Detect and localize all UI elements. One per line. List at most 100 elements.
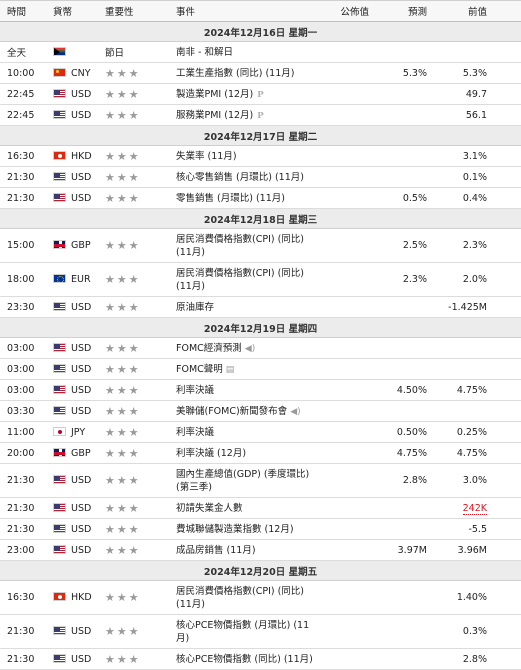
event-name-link[interactable]: 失業率 (11月) — [176, 150, 237, 162]
event-row[interactable]: 16:30 HKD ★★★ 居民消費價格指數(CPI) (同比) (11月) 1.40% — [0, 580, 521, 615]
event-row[interactable]: 23:30 USD ★★★ 原油庫存 -1.425M — [0, 296, 521, 318]
event-name-cell[interactable]: 原油庫存 — [176, 296, 319, 318]
event-row[interactable]: 21:30 USD ★★★ 核心PCE物價指數 (月環比) (11月) 0.3% — [0, 614, 521, 649]
star-icon: ★ — [116, 425, 128, 439]
event-name-cell[interactable]: 零售銷售 (月環比) (11月) — [176, 187, 319, 209]
event-row[interactable]: 22:45 USD ★★★ 製造業PMI (12月) P 49.7 — [0, 83, 521, 105]
star-icon: ★ — [128, 239, 140, 252]
sound-icon[interactable]: ◀) — [290, 406, 301, 417]
column-header-actual[interactable]: 公佈值 — [319, 0, 372, 22]
importance-stars: ★★★ — [105, 447, 141, 460]
event-name-link[interactable]: 製造業PMI (12月) — [176, 88, 254, 100]
event-name-link[interactable]: 利率決議 — [176, 384, 215, 396]
event-row[interactable]: 22:45 USD ★★★ 服務業PMI (12月) P 56.1 — [0, 104, 521, 126]
column-header-event[interactable]: 事件 — [176, 0, 319, 22]
event-time: 22:45 — [0, 104, 53, 126]
sound-icon[interactable]: ◀) — [244, 343, 256, 354]
document-icon[interactable]: ▤ — [225, 364, 235, 375]
event-previous: 4.75% — [441, 379, 521, 401]
star-icon: ★ — [105, 341, 116, 355]
event-name-link[interactable]: 服務業PMI (12月) — [176, 109, 254, 121]
column-header-previous[interactable]: 前值 — [441, 0, 521, 22]
event-row[interactable]: 03:00 USD ★★★ FOMC聲明 ▤ — [0, 358, 521, 380]
event-row[interactable]: 03:00 USD ★★★ 利率決議 4.50% 4.75% — [0, 379, 521, 401]
event-name-cell[interactable]: 居民消費價格指數(CPI) (同比) (11月) — [176, 580, 319, 615]
event-name-link[interactable]: 居民消費價格指數(CPI) (同比) (11月) — [176, 585, 305, 610]
event-name-cell[interactable]: 成品房銷售 (11月) — [176, 539, 319, 561]
event-row[interactable]: 15:00 GBP ★★★ 居民消費價格指數(CPI) (同比) (11月) 2.5% 2… — [0, 228, 521, 263]
event-name-link[interactable]: 零售銷售 (月環比) (11月) — [176, 192, 285, 204]
event-name-cell[interactable]: 服務業PMI (12月) P — [176, 104, 319, 126]
event-name-link[interactable]: 利率決議 — [176, 426, 215, 438]
event-name-link[interactable]: 原油庫存 — [176, 301, 215, 313]
event-name-link[interactable]: 核心PCE物價指數 (月環比) (11月) — [176, 619, 310, 644]
event-row[interactable]: 21:30 USD ★★★ 國內生產總值(GDP) (季度環比) (第三季) 2.8% 3… — [0, 463, 521, 498]
event-name-link[interactable]: FOMC聲明 — [176, 363, 223, 375]
event-name-link[interactable]: 居民消費價格指數(CPI) (同比) (11月) — [176, 267, 305, 292]
event-name-link[interactable]: 居民消費價格指數(CPI) (同比) (11月) — [176, 233, 305, 258]
event-name-cell[interactable]: 南非 - 和解日 — [176, 41, 319, 63]
event-name-cell[interactable]: 居民消費價格指數(CPI) (同比) (11月) — [176, 228, 319, 263]
event-row[interactable]: 20:00 GBP ★★★ 利率決議 (12月) 4.75% 4.75% — [0, 442, 521, 464]
event-row[interactable]: 21:30 USD ★★★ 核心零售銷售 (月環比) (11月) 0.1% — [0, 166, 521, 188]
event-name-cell[interactable]: 居民消費價格指數(CPI) (同比) (11月) — [176, 262, 319, 297]
event-name-cell[interactable]: 利率決議 — [176, 379, 319, 401]
previous-value: 56.1 — [465, 109, 487, 121]
event-name-cell[interactable]: 利率決議 — [176, 421, 319, 443]
event-previous: 4.75% — [441, 442, 521, 464]
event-row[interactable]: 21:30 USD ★★★ 零售銷售 (月環比) (11月) 0.5% 0.4% — [0, 187, 521, 209]
event-name-link[interactable]: 初請失業金人數 — [176, 502, 243, 514]
currency-code: USD — [71, 109, 92, 121]
event-actual — [319, 648, 372, 670]
event-name-link[interactable]: 成品房銷售 (11月) — [176, 544, 256, 556]
event-name-cell[interactable]: 美聯儲(FOMC)新聞發布會 ◀) — [176, 400, 319, 422]
event-name-cell[interactable]: 工業生產指數 (同比) (11月) — [176, 62, 319, 84]
event-row[interactable]: 23:00 USD ★★★ 成品房銷售 (11月) 3.97M 3.96M — [0, 539, 521, 561]
event-row[interactable]: 11:00 JPY ★★★ 利率決議 0.50% 0.25% — [0, 421, 521, 443]
event-row[interactable]: 全天 節日 南非 - 和解日 — [0, 41, 521, 63]
event-name-link[interactable]: 國內生產總值(GDP) (季度環比) (第三季) — [176, 468, 310, 493]
event-row[interactable]: 03:30 USD ★★★ 美聯儲(FOMC)新聞發布會 ◀) — [0, 400, 521, 422]
event-name-link[interactable]: 利率決議 (12月) — [176, 447, 247, 459]
event-time: 21:30 — [0, 648, 53, 670]
flag-gb-icon — [53, 240, 66, 249]
event-name-link[interactable]: 核心PCE物價指數 (同比) (11月) — [176, 653, 313, 665]
event-name-link[interactable]: FOMC經濟預測 — [176, 342, 242, 354]
event-row[interactable]: 10:00 CNY ★★★ 工業生產指數 (同比) (11月) 5.3% 5.3% — [0, 62, 521, 84]
importance-stars: ★★★ — [105, 653, 141, 666]
event-name-link[interactable]: 工業生產指數 (同比) (11月) — [176, 67, 295, 79]
event-row[interactable]: 21:30 USD ★★★ 核心PCE物價指數 (同比) (11月) 2.8% — [0, 648, 521, 670]
column-header-currency[interactable]: 貨幣 — [53, 0, 105, 22]
event-name-cell[interactable]: 利率決議 (12月) — [176, 442, 319, 464]
flag-us-icon — [53, 405, 66, 415]
event-row[interactable]: 21:30 USD ★★★ 費城聯儲製造業指數 (12月) -5.5 — [0, 518, 521, 540]
event-name-link[interactable]: 美聯儲(FOMC)新聞發布會 — [176, 405, 288, 417]
event-name-cell[interactable]: FOMC聲明 ▤ — [176, 358, 319, 380]
event-name-link[interactable]: 南非 - 和解日 — [176, 46, 233, 58]
preliminary-icon[interactable]: P — [257, 110, 264, 121]
event-row[interactable]: 03:00 USD ★★★ FOMC經濟預測 ◀) — [0, 337, 521, 359]
event-name-cell[interactable]: 初請失業金人數 — [176, 497, 319, 519]
event-name-cell[interactable]: 製造業PMI (12月) P — [176, 83, 319, 105]
column-header-time[interactable]: 時間 — [0, 0, 53, 22]
event-actual — [319, 104, 372, 126]
event-name-link[interactable]: 費城聯儲製造業指數 (12月) — [176, 523, 294, 535]
flag-us-icon — [53, 301, 66, 311]
event-name-link[interactable]: 核心零售銷售 (月環比) (11月) — [176, 171, 304, 183]
event-name-cell[interactable]: FOMC經濟預測 ◀) — [176, 337, 319, 359]
event-name-cell[interactable]: 核心零售銷售 (月環比) (11月) — [176, 166, 319, 188]
event-row[interactable]: 18:00 EUR ★★★ 居民消費價格指數(CPI) (同比) (11月) 2.3% 2… — [0, 262, 521, 297]
event-name-cell[interactable]: 費城聯儲製造業指數 (12月) — [176, 518, 319, 540]
event-name-cell[interactable]: 核心PCE物價指數 (月環比) (11月) — [176, 614, 319, 649]
preliminary-icon[interactable]: P — [257, 89, 264, 100]
column-header-importance[interactable]: 重要性 — [105, 0, 176, 22]
event-row[interactable]: 21:30 USD ★★★ 初請失業金人數 242K — [0, 497, 521, 519]
event-name-cell[interactable]: 國內生產總值(GDP) (季度環比) (第三季) — [176, 463, 319, 498]
event-currency: USD — [53, 400, 105, 422]
date-label: 2024年12月17日 星期二 — [0, 125, 521, 146]
event-name-cell[interactable]: 核心PCE物價指數 (同比) (11月) — [176, 648, 319, 670]
event-row[interactable]: 16:30 HKD ★★★ 失業率 (11月) 3.1% — [0, 145, 521, 167]
currency-code: USD — [71, 502, 92, 514]
column-header-forecast[interactable]: 預測 — [372, 0, 441, 22]
event-name-cell[interactable]: 失業率 (11月) — [176, 145, 319, 167]
